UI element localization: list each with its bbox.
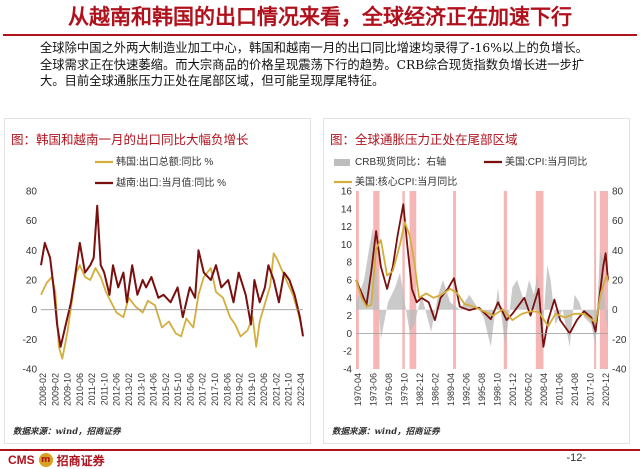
recession-band (409, 191, 417, 369)
y2-tick-label: 60 (612, 216, 624, 227)
y-tick-label: 10 (341, 240, 353, 251)
right-chart-panel: 图：全球通胀压力正处在尾部区域 -4 -2 0 2 4 6 8 10 12 14 16 -40 -20 0… (323, 118, 630, 444)
y-tick-label: 0 (346, 329, 352, 340)
y-tick-label: 60 (26, 216, 38, 227)
x-tick-label: 1989-04 (446, 373, 456, 406)
x-tick-label: 1970-04 (353, 373, 363, 406)
y-tick-label: 0 (31, 305, 37, 316)
y-tick-label: 12 (341, 222, 353, 233)
legend-label: 美国:核心CPI:当月同比 (355, 175, 457, 188)
slide-title: 从越南和韩国的出口情况来看，全球经济正在加速下行 (68, 4, 572, 29)
legend-label: 越南:出口:当月值:同比 % (116, 176, 226, 189)
x-tick-label: 1986-02 (431, 373, 441, 406)
y-tick-label: -2 (343, 347, 352, 358)
x-tick-label: 2014-06 (149, 373, 159, 406)
x-tick-label: 2021-10 (284, 373, 294, 406)
y-tick-label: 80 (26, 187, 38, 198)
x-tick-label: 2011-10 (99, 373, 109, 405)
right-chart-source: 数据来源：wind，招商证券 (332, 427, 440, 437)
y-tick-label: 20 (26, 276, 38, 287)
footer-divider (0, 449, 640, 451)
y-tick-label: 8 (346, 258, 352, 269)
y-tick-label: 4 (346, 293, 352, 304)
x-tick-label: 2009-02 (50, 373, 60, 406)
x-tick-label: 2015-10 (173, 373, 183, 406)
x-tick-label: 2020-06 (259, 373, 269, 406)
series-line-1 (40, 252, 304, 360)
x-tick-label: 2001-12 (508, 373, 518, 406)
legend-swatch (334, 159, 350, 166)
left-chart-title: 图：韩国和越南一月的出口同比大幅负增长 (11, 132, 249, 147)
y-tick-label: 2 (346, 311, 352, 322)
recession-band (599, 191, 608, 369)
x-tick-label: 2011-02 (87, 373, 97, 405)
x-tick-label: 2013-10 (136, 373, 146, 406)
y2-tick-label: 80 (612, 187, 624, 198)
y2-tick-label: 40 (612, 246, 624, 257)
body-paragraph: 全球除中国之外两大制造业加工中心，韩国和越南一月的出口同比增速均录得了-16%以… (40, 41, 588, 89)
left-chart-panel: 图：韩国和越南一月的出口同比大幅负增长 -40 -20 0 20 40 60 80 2008-… (4, 118, 311, 444)
title-divider (3, 34, 637, 36)
series-line-2 (40, 204, 304, 348)
x-tick-label: 2016-06 (185, 373, 195, 406)
y-tick-label: 40 (26, 246, 38, 257)
x-tick-label: 2008-02 (38, 373, 48, 406)
recession-band (594, 191, 597, 369)
y-tick-label: 16 (341, 187, 353, 198)
x-tick-label: 1998-10 (493, 373, 503, 406)
y-tick-label: -20 (23, 335, 38, 346)
x-tick-label: 2014-08 (570, 373, 580, 406)
recession-band (535, 191, 544, 369)
company-logo: CMS m 招商证券 (8, 451, 105, 469)
x-tick-label: 2019-02 (235, 373, 245, 406)
x-tick-label: 2017-10 (210, 373, 220, 406)
right-chart-title: 图：全球通胀压力正处在尾部区域 (330, 132, 518, 147)
left-chart: -40 -20 0 20 40 60 80 2008-02 2009-02 2009-10 2010… (23, 155, 306, 406)
x-tick-label: 2017-10 (586, 373, 596, 406)
recession-band (503, 191, 508, 369)
x-tick-label: 1992-06 (462, 373, 472, 406)
page-number: -12- (566, 452, 586, 464)
y-tick-label: 6 (346, 276, 352, 287)
logo-company-name: 招商证券 (56, 453, 105, 468)
x-tick-label: 2015-02 (161, 373, 171, 406)
x-tick-label: 2013-02 (124, 373, 134, 406)
y2-tick-label: 0 (612, 305, 618, 316)
recession-band (356, 191, 359, 369)
x-tick-label: 1973-06 (369, 373, 379, 406)
legend-label: CRB现货同比：右轴 (355, 155, 446, 168)
y2-tick-label: -40 (612, 365, 627, 376)
x-tick-label: 1979-10 (400, 373, 410, 406)
x-tick-label: 1995-08 (477, 373, 487, 406)
y-tick-label: -40 (23, 365, 38, 376)
x-tick-label: 2019-10 (247, 373, 257, 406)
logo-cms-text: CMS (8, 453, 35, 467)
logo-mark-icon: m (38, 453, 53, 467)
x-tick-label: 2017-02 (198, 373, 208, 406)
x-tick-label: 2005-02 (524, 373, 534, 406)
x-tick-label: 2012-06 (112, 373, 122, 406)
x-tick-label: 2010-06 (75, 373, 85, 406)
series-line-2 (355, 203, 609, 348)
x-tick-label: 2011-06 (555, 373, 565, 405)
x-tick-label: 2021-02 (271, 373, 281, 406)
recession-band (402, 191, 405, 369)
legend-label: 韩国:出口总额:同比 % (116, 155, 213, 168)
left-chart-source: 数据来源：wind，招商证券 (13, 427, 121, 437)
series-area-crb (356, 228, 608, 355)
x-tick-label: 2008-04 (539, 373, 549, 406)
x-tick-label: 2020-12 (601, 373, 611, 406)
y2-tick-label: -20 (612, 335, 627, 346)
legend-label: 美国:CPI:当月同比 (505, 155, 587, 168)
y-tick-label: -4 (343, 365, 352, 376)
x-tick-label: 2022-04 (296, 373, 306, 406)
y-tick-label: 14 (341, 204, 353, 215)
x-tick-label: 2009-10 (63, 373, 73, 406)
x-tick-label: 1982-12 (415, 373, 425, 406)
x-tick-label: 2018-06 (222, 373, 232, 406)
series-line-3 (355, 221, 609, 328)
y2-tick-label: 20 (612, 276, 624, 287)
x-tick-label: 1976-08 (384, 373, 394, 406)
